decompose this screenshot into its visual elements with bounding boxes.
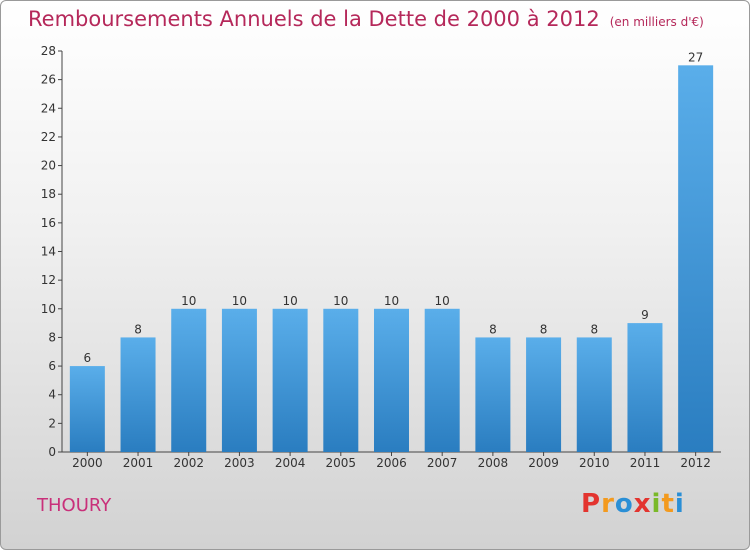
bar-2005 <box>323 308 359 452</box>
y-tick-label: 24 <box>41 101 56 115</box>
y-tick-label: 12 <box>41 273 56 287</box>
bar-2012 <box>678 65 714 453</box>
logo-letter: x <box>633 489 652 519</box>
x-tick-label: 2010 <box>579 456 610 470</box>
data-label: 10 <box>232 294 247 308</box>
logo-letter: o <box>614 489 634 519</box>
x-tick-label: 2005 <box>326 456 357 470</box>
data-label: 10 <box>282 294 297 308</box>
x-tick-label: 2008 <box>478 456 509 470</box>
title-unit: (en milliers d'€) <box>609 15 704 29</box>
x-tick-label: 2012 <box>680 456 711 470</box>
y-tick-label: 0 <box>48 445 56 459</box>
bar-2003 <box>221 308 257 452</box>
x-tick-label: 2011 <box>630 456 661 470</box>
title-text: Remboursements Annuels de la Dette de 20… <box>28 7 600 31</box>
data-label: 8 <box>134 322 142 336</box>
y-tick-label: 8 <box>48 330 56 344</box>
y-tick-label: 16 <box>41 216 56 230</box>
data-label: 27 <box>688 50 703 64</box>
logo-letter: i <box>651 489 662 519</box>
x-tick-label: 2007 <box>427 456 458 470</box>
bar-2004 <box>272 308 308 452</box>
y-tick-label: 2 <box>48 416 56 430</box>
bar-2006 <box>374 308 409 452</box>
data-label: 8 <box>540 322 548 336</box>
town-name: THOURY <box>37 495 112 516</box>
y-tick-label: 4 <box>48 388 56 402</box>
proxiti-logo: Proxiti <box>581 489 685 519</box>
data-label: 10 <box>333 294 348 308</box>
x-tick-label: 2001 <box>123 456 154 470</box>
x-tick-label: 2003 <box>224 456 255 470</box>
bars <box>69 65 714 453</box>
data-label: 8 <box>489 322 497 336</box>
data-label: 10 <box>435 294 450 308</box>
logo-letter: i <box>674 489 685 519</box>
data-label: 9 <box>641 308 649 322</box>
bar-2010 <box>576 337 612 452</box>
y-tick-label: 6 <box>48 359 56 373</box>
x-tick-label: 2004 <box>275 456 306 470</box>
chart-title: Remboursements Annuels de la Dette de 20… <box>28 7 704 31</box>
x-tick-label: 2009 <box>528 456 559 470</box>
data-label: 10 <box>384 294 399 308</box>
y-tick-label: 28 <box>41 44 56 58</box>
bar-2001 <box>120 337 156 452</box>
y-tick-label: 10 <box>41 302 56 316</box>
logo-letter: t <box>661 489 675 519</box>
y-tick-label: 22 <box>41 130 56 144</box>
x-tick-label: 2000 <box>72 456 103 470</box>
data-label: 6 <box>84 351 92 365</box>
data-label: 10 <box>181 294 196 308</box>
y-tick-label: 26 <box>41 73 56 87</box>
y-tick-label: 20 <box>41 159 56 173</box>
logo-letter: r <box>601 489 615 519</box>
bar-2011 <box>627 323 663 452</box>
x-tick-label: 2002 <box>173 456 204 470</box>
bar-2007 <box>424 308 460 452</box>
labels: 2000 6 2001 8 2002 10 2003 10 2004 10 2005 10 2006 10… <box>72 50 711 470</box>
x-tick-label: 2006 <box>376 456 407 470</box>
bar-2000 <box>69 366 105 452</box>
data-label: 8 <box>590 322 598 336</box>
logo-letter: P <box>581 489 602 519</box>
bar-2009 <box>526 337 562 452</box>
y-tick-label: 18 <box>41 187 56 201</box>
bar-2002 <box>171 308 207 452</box>
y-tick-label: 14 <box>41 245 56 259</box>
bar-2008 <box>475 337 511 452</box>
